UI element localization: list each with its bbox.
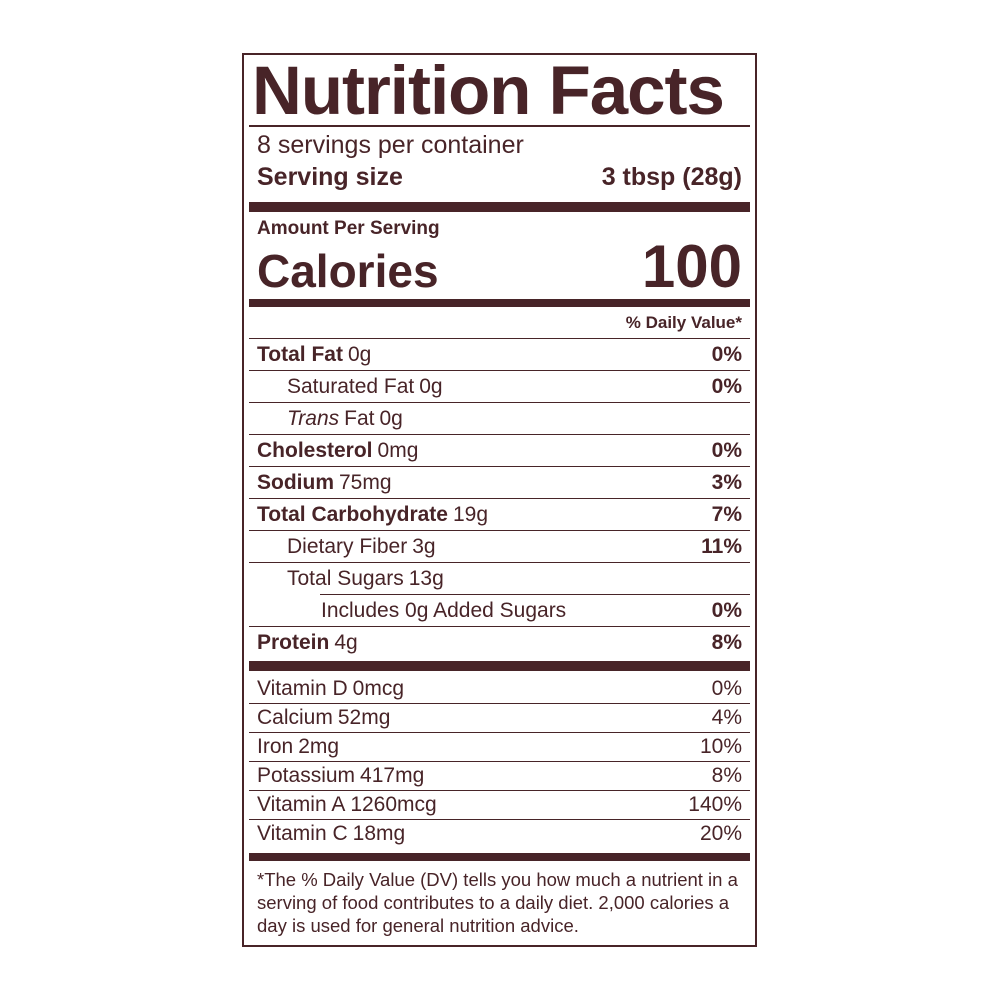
calories-value: 100 — [641, 233, 742, 300]
nutrient-row-sodium: Sodium 75mg 3% — [249, 467, 750, 499]
calories-label: Calories — [257, 245, 439, 297]
nutrient-amount: 19g — [452, 503, 489, 526]
vitamin-dv: 8% — [711, 764, 742, 787]
nutrient-dv: 7% — [711, 503, 742, 526]
nutrient-row-dietary-fiber: Dietary Fiber 3g 11% — [249, 531, 750, 563]
serving-size-value: 3 tbsp (28g) — [601, 163, 742, 191]
serving-size-label: Serving size — [257, 163, 403, 191]
label-title: Nutrition Facts — [252, 53, 725, 129]
nutrient-dv: 0% — [711, 439, 742, 462]
vitamin-row-vitamin-c: Vitamin C 18mg 20% — [249, 820, 750, 848]
nutrient-name: Saturated Fat — [287, 375, 415, 398]
vitamin-row-vitamin-a: Vitamin A 1260mcg 140% — [249, 791, 750, 820]
vitamin-dv: 0% — [711, 677, 742, 700]
added-sugars-partial-divider — [320, 594, 750, 595]
nutrient-name: Sodium — [257, 471, 334, 494]
nutrient-amount: 0g — [347, 343, 372, 366]
nutrient-row-added-sugars: Includes 0g Added Sugars 0% — [249, 595, 750, 627]
nutrient-row-protein: Protein 4g 8% — [249, 627, 750, 658]
nutrient-row-trans-fat: Trans Fat 0g — [249, 403, 750, 435]
nutrient-amount: 0g — [419, 375, 443, 398]
nutrient-amount: 0g — [379, 407, 403, 430]
vitamin-name: Calcium — [257, 706, 333, 729]
medium-divider-calories — [249, 299, 750, 307]
title-divider — [249, 125, 750, 127]
vitamin-dv: 140% — [688, 793, 742, 816]
nutrient-amount: 3g — [412, 535, 436, 558]
vitamin-dv: 10% — [699, 735, 742, 758]
nutrient-row-cholesterol: Cholesterol 0mg 0% — [249, 435, 750, 467]
vitamin-dv: 20% — [699, 822, 742, 845]
thick-divider-protein — [249, 661, 750, 671]
nutrient-name: Cholesterol — [257, 439, 373, 462]
vitamin-row-vitamin-d: Vitamin D 0mcg 0% — [249, 675, 750, 704]
nutrition-facts-label: Nutrition Facts 8 servings per container… — [242, 53, 757, 947]
vitamin-row-iron: Iron 2mg 10% — [249, 733, 750, 762]
amount-per-serving-label: Amount Per Serving — [257, 218, 440, 239]
servings-per-container: 8 servings per container — [257, 131, 524, 159]
vitamin-name: Vitamin D — [257, 677, 348, 700]
thick-divider-top — [249, 202, 750, 212]
vitamin-amount: 0mcg — [352, 677, 405, 700]
nutrient-amount: 75mg — [339, 471, 392, 494]
vitamin-name: Iron — [257, 735, 294, 758]
nutrient-row-total-sugars: Total Sugars 13g — [249, 563, 750, 594]
nutrient-dv: 0% — [711, 375, 742, 398]
nutrient-name: Total Fat — [257, 343, 343, 366]
nutrient-name: Includes 0g Added Sugars — [321, 599, 567, 622]
vitamin-name: Vitamin A — [257, 793, 346, 816]
nutrient-name: Dietary Fiber — [287, 535, 408, 558]
nutrient-name-italic: Trans — [287, 407, 340, 430]
nutrient-amount: 0mg — [377, 439, 419, 462]
calories-row: Calories 100 — [249, 233, 750, 300]
nutrient-dv: 11% — [701, 535, 742, 558]
vitamin-amount: 1260mcg — [350, 793, 437, 816]
nutrient-row-saturated-fat: Saturated Fat 0g 0% — [249, 371, 750, 403]
nutrient-amount: 13g — [408, 567, 444, 590]
vitamin-row-potassium: Potassium 417mg 8% — [249, 762, 750, 791]
vitamin-name: Vitamin C — [257, 822, 348, 845]
vitamin-amount: 52mg — [337, 706, 391, 729]
vitamin-amount: 18mg — [352, 822, 406, 845]
daily-value-header: % Daily Value* — [249, 307, 750, 339]
serving-size-row: Serving size 3 tbsp (28g) — [249, 161, 750, 202]
medium-divider-vitamins — [249, 853, 750, 861]
nutrient-name: Total Sugars — [287, 567, 404, 590]
nutrient-name: Total Carbohydrate — [257, 503, 448, 526]
daily-value-footnote: *The % Daily Value (DV) tells you how mu… — [257, 869, 738, 936]
nutrient-amount: 4g — [334, 631, 358, 654]
nutrient-name: Fat — [344, 407, 375, 430]
nutrient-name: Protein — [257, 631, 330, 654]
nutrient-dv: 0% — [711, 599, 742, 622]
vitamin-amount: 417mg — [360, 764, 425, 787]
nutrient-row-total-carbohydrate: Total Carbohydrate 19g 7% — [249, 499, 750, 531]
nutrient-row-total-fat: Total Fat 0g 0% — [249, 339, 750, 371]
vitamin-dv: 4% — [711, 706, 742, 729]
nutrient-dv: 3% — [711, 471, 742, 494]
vitamin-row-calcium: Calcium 52mg 4% — [249, 704, 750, 733]
vitamin-name: Potassium — [257, 764, 356, 787]
vitamin-amount: 2mg — [298, 735, 340, 758]
nutrient-dv: 0% — [711, 343, 742, 366]
nutrient-dv: 8% — [711, 631, 742, 654]
